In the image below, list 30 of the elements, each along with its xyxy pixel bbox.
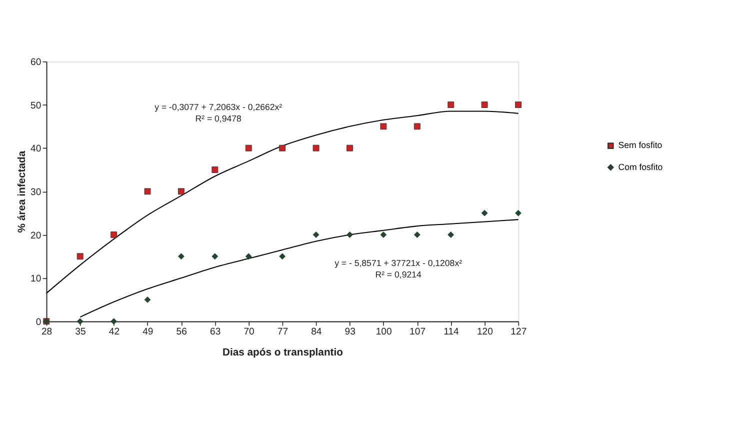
y-tick-label: 10 xyxy=(30,274,42,285)
x-tick-label: 107 xyxy=(410,326,426,338)
x-tick-label: 42 xyxy=(108,326,120,338)
x-tick-label: 84 xyxy=(311,326,322,338)
x-tick-label: 63 xyxy=(210,326,221,338)
x-tick-label: 100 xyxy=(376,326,392,338)
annotation: y = - 5,8571 + 37721x - 0,1208x² xyxy=(334,258,462,268)
x-tick-label: 93 xyxy=(344,326,356,338)
y-tick-label: 50 xyxy=(30,100,42,112)
x-tick-label: 127 xyxy=(510,326,527,338)
y-tick-label: 30 xyxy=(30,187,42,198)
annotation: R² = 0,9478 xyxy=(195,113,242,124)
x-tick-label: 77 xyxy=(277,326,288,338)
x-tick-label: 35 xyxy=(75,326,86,338)
annotation: R² = 0,9214 xyxy=(375,269,422,280)
y-tick-label: 20 xyxy=(30,230,42,242)
x-tick-label: 70 xyxy=(244,326,254,338)
y-tick-label: 40 xyxy=(30,144,42,155)
x-tick-label: 114 xyxy=(444,326,460,338)
y-tick-label: 0 xyxy=(36,316,42,328)
x-tick-label: 56 xyxy=(176,326,187,338)
x-tick-label: 120 xyxy=(476,326,493,338)
x-tick-label: 28 xyxy=(41,326,52,338)
x-axis-title: Dias após o transplantio xyxy=(222,347,343,358)
annotation: y = -0,3077 + 7,2063x - 0,2662x² xyxy=(154,102,282,112)
y-axis-title: % área infectada xyxy=(16,150,28,233)
x-tick-label: 49 xyxy=(142,326,154,338)
legend-label: Com fosfito xyxy=(618,162,663,172)
legend-label: Sem fosfito xyxy=(618,140,662,150)
y-tick-label: 60 xyxy=(30,57,42,68)
